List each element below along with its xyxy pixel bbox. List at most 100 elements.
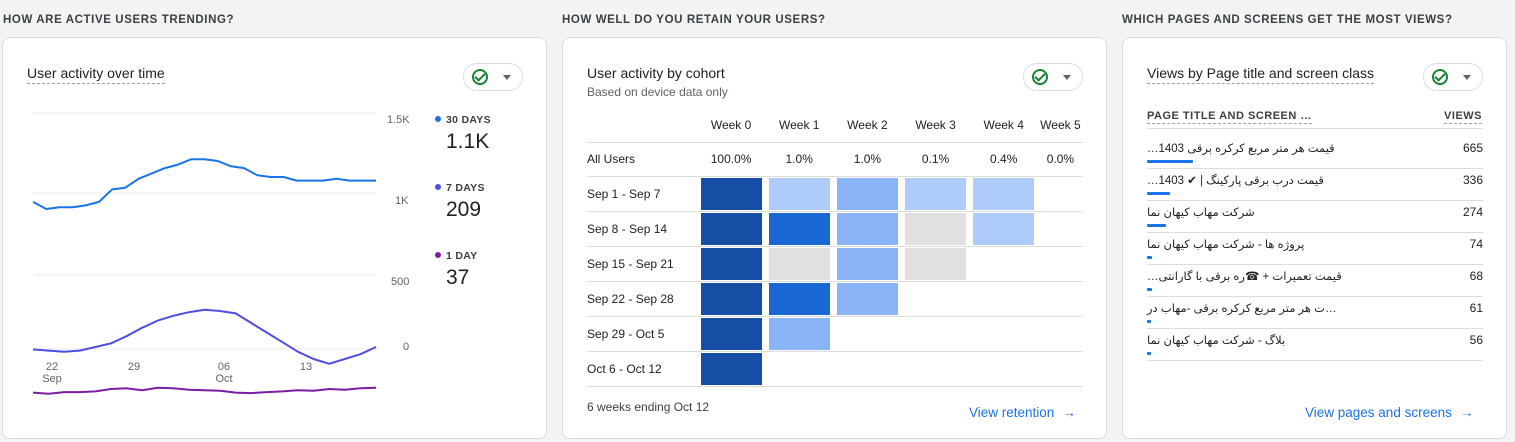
- compare-dropdown-button[interactable]: [1423, 63, 1483, 91]
- series-line-7-days: [32, 308, 377, 365]
- cohort-row-label: Sep 22 - Sep 28: [587, 281, 697, 317]
- y-tick-top-2: 1K: [395, 195, 409, 207]
- cohort-cell: [901, 351, 970, 387]
- page-title-cell: قیمت تعمیرات + ☎ره برقی با گارانتی…: [1147, 271, 1342, 283]
- cohort-heat-cell[interactable]: [905, 177, 967, 210]
- chevron-down-icon: [1063, 75, 1071, 80]
- legend-dot-icon: [435, 116, 441, 122]
- cohort-heat-cell[interactable]: [700, 177, 762, 210]
- cohort-heat-cell[interactable]: [700, 247, 762, 280]
- cohort-heat-cell[interactable]: [836, 282, 898, 315]
- views-bar: [1147, 192, 1170, 195]
- cohort-cell[interactable]: [901, 246, 970, 282]
- chevron-down-icon: [503, 75, 511, 80]
- col-page-title-header[interactable]: PAGE TITLE AND SCREEN …: [1147, 110, 1312, 124]
- week-header: Week 1: [765, 108, 834, 143]
- view-retention-link[interactable]: View retention →: [969, 405, 1076, 420]
- legend-7-days[interactable]: 7 DAYS: [435, 182, 485, 194]
- user-activity-chart: [32, 112, 377, 395]
- cohort-heat-cell[interactable]: [700, 317, 762, 350]
- cohort-heat-cell[interactable]: [768, 282, 830, 315]
- cohort-row: Sep 29 - Oct 5: [587, 316, 1083, 352]
- table-row[interactable]: شرکت مهاب کیهان نما 274: [1147, 201, 1483, 233]
- cohort-row-label: Sep 1 - Sep 7: [587, 176, 697, 212]
- cohort-percent: 0.0%: [1037, 142, 1083, 177]
- cohort-heat-cell[interactable]: [973, 177, 1035, 210]
- cohort-footer: 6 weeks ending Oct 12: [587, 400, 710, 414]
- views-cell: 61: [1469, 301, 1483, 315]
- compare-dropdown-button[interactable]: [463, 63, 523, 91]
- cohort-cell[interactable]: [697, 351, 766, 387]
- page-title-cell: پروژه ها - شرکت مهاب کیهان نما: [1147, 239, 1305, 251]
- cohort-heat-cell[interactable]: [768, 317, 830, 350]
- cohort-cell[interactable]: [969, 211, 1038, 247]
- table-row[interactable]: …ت هر متر مربع کرکره برقی -مهاب در 61: [1147, 297, 1483, 329]
- cohort-heat-cell[interactable]: [768, 247, 830, 280]
- cohort-cell: [1037, 176, 1083, 212]
- cohort-heat-cell[interactable]: [836, 247, 898, 280]
- cohort-cell[interactable]: [969, 176, 1038, 212]
- cohort-cell: [1037, 281, 1083, 317]
- legend-30-days[interactable]: 30 DAYS: [435, 114, 491, 126]
- cohort-heat-cell[interactable]: [700, 352, 762, 385]
- legend-1-day[interactable]: 1 DAY: [435, 250, 477, 262]
- cohort-cell[interactable]: [765, 281, 834, 317]
- cohort-row-label: Sep 8 - Sep 14: [587, 211, 697, 247]
- cohort-cell[interactable]: [901, 176, 970, 212]
- week-header: Week 2: [833, 108, 902, 143]
- cohort-cell: [969, 246, 1038, 282]
- cohort-percent: 1.0%: [833, 142, 902, 177]
- cohort-heat-cell[interactable]: [700, 282, 762, 315]
- cohort-heat-cell[interactable]: [768, 212, 830, 245]
- cohort-row: Sep 8 - Sep 14: [587, 211, 1083, 247]
- cohort-heat-cell[interactable]: [700, 212, 762, 245]
- week-header: Week 4: [969, 108, 1038, 143]
- view-pages-link[interactable]: View pages and screens →: [1305, 405, 1474, 420]
- cohort-cell[interactable]: [697, 211, 766, 247]
- cohort-cell[interactable]: [901, 211, 970, 247]
- cohort-heat-cell[interactable]: [836, 212, 898, 245]
- section-title-active-users: HOW ARE ACTIVE USERS TRENDING?: [3, 14, 235, 26]
- check-circle-icon: [1432, 69, 1448, 85]
- table-row[interactable]: بلاگ - شرکت مهاب کیهان نما 56: [1147, 329, 1483, 361]
- cohort-heat-cell[interactable]: [836, 177, 898, 210]
- cohort-cell[interactable]: [697, 281, 766, 317]
- pages-title[interactable]: Views by Page title and screen class: [1147, 65, 1374, 84]
- cohort-cell[interactable]: [697, 176, 766, 212]
- series-line-30-days: [32, 158, 376, 210]
- cohort-heat-cell[interactable]: [905, 212, 967, 245]
- chevron-down-icon: [1463, 75, 1471, 80]
- cohort-cell[interactable]: [833, 281, 902, 317]
- views-cell: 336: [1462, 173, 1483, 187]
- table-row[interactable]: قیمت تعمیرات + ☎ره برقی با گارانتی… 68: [1147, 265, 1483, 297]
- y-tick-bottom-1: 500: [391, 276, 410, 288]
- cohort-heat-cell[interactable]: [905, 247, 967, 280]
- views-bar: [1147, 352, 1151, 355]
- cohort-cell[interactable]: [765, 211, 834, 247]
- cohort-cell[interactable]: [765, 316, 834, 352]
- cohort-cell[interactable]: [765, 176, 834, 212]
- cohort-heat-cell[interactable]: [973, 212, 1035, 245]
- cohort-cell[interactable]: [765, 246, 834, 282]
- table-row[interactable]: پروژه ها - شرکت مهاب کیهان نما 74: [1147, 233, 1483, 265]
- user-activity-title[interactable]: User activity over time: [27, 65, 165, 84]
- check-circle-icon: [472, 69, 488, 85]
- cohort-cell[interactable]: [697, 246, 766, 282]
- cohort-cell[interactable]: [833, 211, 902, 247]
- cohort-cell[interactable]: [833, 246, 902, 282]
- table-row[interactable]: قیمت درب برقی پارکینگ | ✔ 1403… 336: [1147, 169, 1483, 201]
- page-title-cell: …ت هر متر مربع کرکره برقی -مهاب در: [1147, 303, 1337, 315]
- cohort-cell: [1037, 316, 1083, 352]
- cohort-cell[interactable]: [697, 316, 766, 352]
- table-row[interactable]: قیمت هر متر مربع کرکره برقی 1403… 665: [1147, 137, 1483, 169]
- cohort-card: User activity by cohort Based on device …: [562, 37, 1107, 439]
- legend-30-days-value: 1.1K: [446, 130, 490, 153]
- cohort-heat-cell[interactable]: [768, 177, 830, 210]
- cohort-percent: 0.1%: [901, 142, 970, 177]
- cohort-title: User activity by cohort: [587, 65, 725, 81]
- col-views-header[interactable]: VIEWS: [1444, 110, 1482, 124]
- views-cell: 274: [1462, 205, 1483, 219]
- section-title-pages: WHICH PAGES AND SCREENS GET THE MOST VIE…: [1122, 14, 1453, 26]
- compare-dropdown-button[interactable]: [1023, 63, 1083, 91]
- cohort-cell[interactable]: [833, 176, 902, 212]
